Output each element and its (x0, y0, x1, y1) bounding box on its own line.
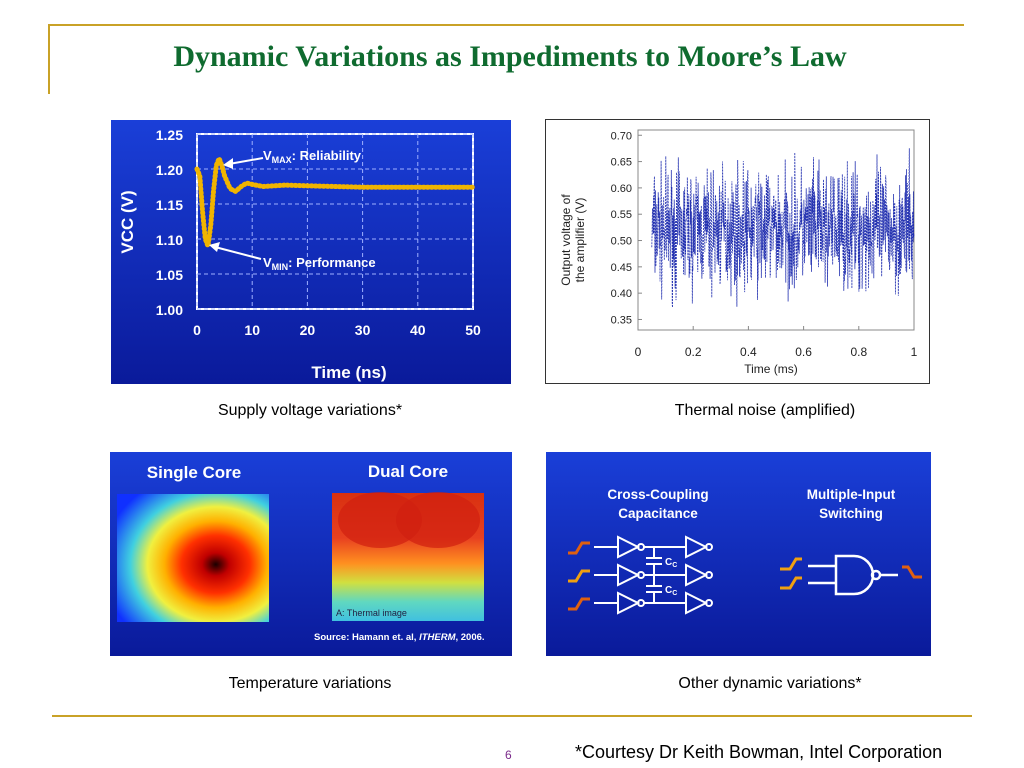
temperature-image: Single Core Dual Core A: Thermal image S… (110, 452, 512, 656)
vcc-chart-panel: 1.00 1.05 1.10 1.15 1.20 1.25 0 10 20 30 40 50 Time… (111, 120, 511, 384)
vcc-ytick-label: 1.00 (156, 302, 183, 318)
vcc-ytick-label: 1.15 (156, 197, 183, 213)
noise-ytick-label: 0.35 (611, 314, 632, 326)
caption-thermal-noise: Thermal noise (amplified) (674, 402, 856, 419)
page-number: 6 (505, 748, 512, 762)
inverter-1 (617, 535, 641, 559)
thermal-image-label: A: Thermal image (336, 608, 407, 618)
other-variations-panel: Cross-Coupling Capacitance Multiple-Inpu… (546, 452, 931, 656)
inverter-bubble (705, 543, 713, 551)
noise-ytick-label: 0.55 (611, 209, 632, 221)
vcc-series-line (194, 151, 476, 247)
inverter-chains: CC CC (568, 535, 713, 615)
vcc-xlabel: Time (ns) (311, 363, 386, 382)
noise-ytick-label: 0.70 (611, 130, 632, 142)
footnote: *Courtesy Dr Keith Bowman, Intel Corpora… (575, 742, 943, 762)
cross-coupling-label-1: Cross-Coupling (607, 487, 708, 502)
nand-output-transition (902, 565, 922, 579)
vcc-xtick-label: 30 (355, 322, 371, 338)
noise-ylabel-line1: Output voltage of (559, 194, 573, 286)
noise-ytick-label: 0.40 (611, 288, 632, 300)
cap-label: CC (665, 585, 677, 597)
vmin-annotation: VMIN: Performance (263, 255, 376, 272)
vcc-xtick-label: 50 (465, 322, 481, 338)
nand-input-2-transition (780, 576, 802, 590)
noise-ytick-label: 0.45 (611, 262, 632, 274)
caption-supply-voltage: Supply voltage variations* (217, 402, 403, 419)
noise-xtick-label: 1 (911, 345, 918, 359)
inverter-2 (685, 563, 709, 587)
input-transition (568, 541, 590, 555)
noise-xlabel: Time (ms) (744, 362, 798, 376)
cross-coupling-label-2: Capacitance (618, 506, 698, 521)
input-transition (568, 569, 590, 583)
frame-bottom-line (52, 715, 972, 717)
noise-ytick-label: 0.65 (611, 157, 632, 169)
single-core-label: Single Core (147, 463, 241, 482)
frame-top-line (48, 24, 964, 26)
nand-input-1-transition (780, 557, 802, 571)
vmin-arrow-head (209, 242, 220, 252)
inverter-2 (685, 535, 709, 559)
noise-chart-panel: 0.35 0.40 0.45 0.50 0.55 0.60 0.65 0.70 0 0.2 0.4 0… (545, 119, 930, 384)
vcc-ytick-label: 1.10 (156, 232, 183, 248)
caption-other-variations: Other dynamic variations* (678, 675, 862, 692)
cap-label: CC (665, 557, 677, 569)
source-citation: Source: Hamann et. al, ITHERM, 2006. (314, 632, 485, 643)
dual-core-hotspot-left (338, 492, 422, 548)
noise-xtick-label: 0.6 (795, 345, 812, 359)
nand-gate (808, 554, 898, 596)
inverter-bubble (705, 571, 713, 579)
vcc-xtick-label: 0 (193, 322, 201, 338)
vcc-ytick-label: 1.20 (156, 162, 183, 178)
noise-xtick-label: 0.4 (740, 345, 757, 359)
frame-left-line (48, 24, 50, 94)
vcc-ytick-label: 1.05 (156, 267, 183, 283)
noise-ylabel-line2: the amplifier (V) (573, 198, 587, 283)
multi-input-label-2: Switching (819, 506, 883, 521)
caption-temperature: Temperature variations (228, 675, 392, 692)
vcc-xtick-label: 10 (244, 322, 260, 338)
vmax-arrow (228, 157, 264, 165)
inverter-1 (617, 591, 641, 615)
noise-xtick-label: 0.2 (685, 345, 702, 359)
inverter-bubble (705, 599, 713, 607)
input-transition (568, 597, 590, 611)
vmin-arrow (214, 246, 262, 260)
dual-core-label: Dual Core (368, 462, 448, 481)
slide-title: Dynamic Variations as Impediments to Moo… (173, 40, 847, 73)
inverter-1 (617, 563, 641, 587)
noise-chart: 0.35 0.40 0.45 0.50 0.55 0.60 0.65 0.70 0 0.2 0.4 0… (546, 120, 929, 383)
vcc-ylabel: VCC (V) (118, 190, 137, 253)
temperature-panel: Single Core Dual Core A: Thermal image S… (110, 452, 512, 656)
inverter-2 (685, 591, 709, 615)
vcc-xtick-label: 20 (300, 322, 316, 338)
vcc-ytick-label: 1.25 (156, 127, 183, 143)
noise-xtick-label: 0.8 (850, 345, 867, 359)
vcc-background (111, 120, 511, 384)
multi-input-label-1: Multiple-Input (807, 487, 896, 502)
vmax-annotation: VMAX: Reliability (263, 148, 362, 165)
noise-xtick-label: 0 (635, 345, 642, 359)
noise-ytick-label: 0.50 (611, 236, 632, 248)
vcc-xtick-label: 40 (410, 322, 426, 338)
dual-core-hotspot-right (396, 492, 480, 548)
noise-ytick-label: 0.60 (611, 183, 632, 195)
other-variations-diagram: Cross-Coupling Capacitance Multiple-Inpu… (546, 452, 931, 656)
vcc-chart: 1.00 1.05 1.10 1.15 1.20 1.25 0 10 20 30 40 50 Time… (111, 120, 511, 384)
single-core-thermal-map (117, 494, 269, 622)
vmax-arrow-head (223, 158, 233, 169)
